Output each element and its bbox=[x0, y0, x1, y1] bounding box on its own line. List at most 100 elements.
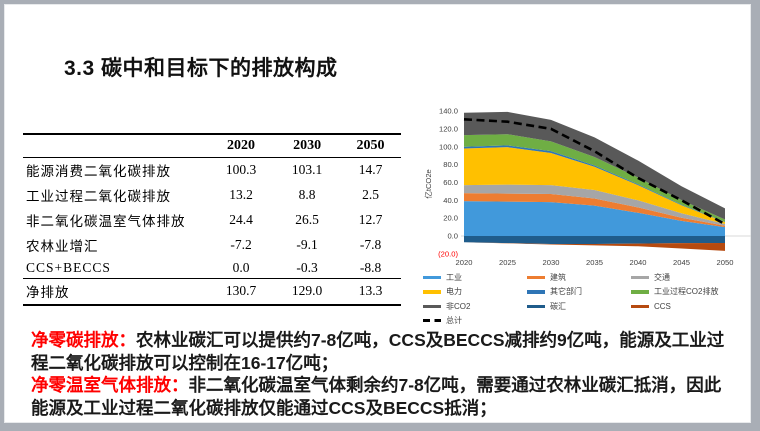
table-cell: 129.0 bbox=[274, 277, 341, 305]
table-col-header: 2020 bbox=[208, 134, 275, 158]
x-tick-label: 2040 bbox=[630, 258, 647, 267]
legend-item-industrial-process-co2: 工业过程CO2排放 bbox=[631, 286, 749, 297]
table-col-header bbox=[23, 134, 208, 158]
legend-swatch-non-co2 bbox=[423, 304, 441, 308]
table-row: 能源消费二氧化碳排放 100.3 103.1 14.7 bbox=[23, 158, 401, 183]
table-col-header: 2030 bbox=[274, 134, 341, 158]
table-cell: -0.3 bbox=[296, 259, 318, 275]
legend-label: 其它部门 bbox=[550, 287, 582, 297]
legend-item-other-sectors: 其它部门 bbox=[527, 286, 631, 297]
legend-swatch-ccs bbox=[631, 304, 649, 308]
table-cell: -7.8 bbox=[359, 236, 382, 252]
y-tick-label: (20.0) bbox=[438, 249, 458, 258]
x-tick-label: 2050 bbox=[717, 258, 734, 267]
note-net-zero-ghg: 净零温室气体排放：非二氧化碳温室气体剩余约7-8亿吨，需要通过农林业碳汇抵消，因… bbox=[31, 374, 733, 419]
emissions-table: 2020 2030 2050 能源消费二氧化碳排放 100.3 103.1 14.7 工业过… bbox=[23, 133, 401, 306]
table-cell: 13.3 bbox=[340, 277, 401, 305]
table-header: 2020 2030 2050 bbox=[23, 134, 401, 158]
notes: 净零碳排放：农林业碳汇可以提供约7-8亿吨，CCS及BECCS减排约9亿吨，能源… bbox=[31, 329, 733, 419]
legend-item-ccs: CCS bbox=[631, 302, 749, 311]
table-cell: 130.7 bbox=[208, 277, 275, 305]
y-tick-label: 20.0 bbox=[443, 214, 458, 223]
table-col-header: 2050 bbox=[340, 134, 401, 158]
legend-item-non-co2: 非CO2 bbox=[423, 301, 527, 312]
chart-legend: 工业 建筑 交通电力 其它部门 工业过程CO2排放非CO2 碳汇 CCS 总计 bbox=[423, 270, 749, 328]
legend-label: 交通 bbox=[654, 272, 670, 282]
legend-swatch-carbon-sink bbox=[527, 304, 545, 308]
table-cell: 8.8 bbox=[298, 187, 316, 203]
table-cell: 14.7 bbox=[358, 162, 383, 178]
legend-swatch-transport bbox=[631, 275, 649, 279]
table-cell: 0.0 bbox=[232, 259, 250, 275]
y-tick-label: 100.0 bbox=[439, 142, 458, 151]
legend-label: 工业 bbox=[446, 272, 462, 282]
row-label: 工业过程二氧化碳排放 bbox=[26, 189, 171, 205]
area-power bbox=[464, 147, 725, 224]
row-label: CCS+BECCS bbox=[26, 259, 111, 275]
legend-label: 碳汇 bbox=[550, 301, 566, 311]
area-industry bbox=[464, 201, 725, 236]
x-tick-label: 2030 bbox=[543, 258, 560, 267]
row-label: 能源消费二氧化碳排放 bbox=[26, 164, 171, 180]
legend-label: 工业过程CO2排放 bbox=[654, 287, 719, 297]
y-tick-label: 120.0 bbox=[439, 124, 458, 133]
table-cell: 13.2 bbox=[229, 187, 253, 203]
area-ccs bbox=[464, 242, 725, 251]
legend-swatch-industry bbox=[423, 275, 441, 279]
table-cell: -9.1 bbox=[296, 236, 318, 252]
table-cell: 26.5 bbox=[295, 211, 319, 227]
table-cell: -8.8 bbox=[359, 259, 382, 275]
legend-label: CCS bbox=[654, 301, 671, 311]
legend-item-transport: 交通 bbox=[631, 272, 749, 283]
legend-item-power: 电力 bbox=[423, 286, 527, 297]
table-row: 工业过程二氧化碳排放 13.2 8.8 2.5 bbox=[23, 183, 401, 208]
table-row: CCS+BECCS 0.0 -0.3 -8.8 bbox=[23, 257, 401, 278]
legend-label: 电力 bbox=[446, 287, 462, 297]
note-text: 非二氧化碳温室气体剩余约7-8亿吨，需要通过农林业碳汇抵消，因此能源及工业过程二… bbox=[31, 375, 722, 418]
table-row: 农林业增汇 -7.2 -9.1 -7.8 bbox=[23, 232, 401, 257]
legend-item-total: 总计 bbox=[423, 315, 527, 326]
slide-title: 3.3 碳中和目标下的排放构成 bbox=[64, 57, 338, 80]
table-cell: 24.4 bbox=[229, 211, 253, 227]
row-label: 农林业增汇 bbox=[26, 238, 99, 254]
note-net-zero-carbon: 净零碳排放：农林业碳汇可以提供约7-8亿吨，CCS及BECCS减排约9亿吨，能源… bbox=[31, 329, 733, 374]
table-row: 净排放 130.7 129.0 13.3 bbox=[23, 277, 401, 305]
legend-label: 总计 bbox=[446, 316, 462, 326]
legend-label: 非CO2 bbox=[446, 301, 471, 311]
legend-item-carbon-sink: 碳汇 bbox=[527, 301, 631, 312]
table-cell: 2.5 bbox=[362, 187, 379, 203]
row-label: 净排放 bbox=[23, 277, 208, 305]
legend-swatch-power bbox=[423, 290, 441, 294]
note-lead: 净零碳排放： bbox=[31, 330, 136, 350]
area-buildings bbox=[464, 193, 725, 228]
legend-label: 建筑 bbox=[550, 272, 566, 282]
table-cell: -7.2 bbox=[230, 236, 252, 252]
legend-swatch-buildings bbox=[527, 275, 545, 279]
legend-item-industry: 工业 bbox=[423, 272, 527, 283]
table-cell: 100.3 bbox=[225, 162, 257, 178]
note-text: 农林业碳汇可以提供约7-8亿吨，CCS及BECCS减排约9亿吨，能源及工业过程二… bbox=[31, 330, 725, 373]
slide: 3.3 碳中和目标下的排放构成 2020 2030 2050 能源消费二氧化碳排放 1… bbox=[4, 4, 751, 423]
legend-swatch-other-sectors bbox=[527, 290, 545, 294]
note-lead: 净零温室气体排放： bbox=[31, 375, 189, 395]
x-tick-label: 2020 bbox=[456, 258, 473, 267]
row-label: 非二氧化碳温室气体排放 bbox=[26, 213, 186, 229]
y-tick-label: 40.0 bbox=[443, 196, 458, 205]
table-cell: 12.7 bbox=[358, 211, 383, 227]
area-industrial-process-co2 bbox=[464, 134, 725, 222]
y-tick-label: 140.0 bbox=[439, 107, 458, 116]
legend-swatch-industrial-process-co2 bbox=[631, 290, 649, 294]
y-tick-label: 0.0 bbox=[447, 232, 458, 241]
emissions-chart: 140.0 120.0 100.0 80.0 60.0 40.0 20.0 0.0 (20.0)… bbox=[417, 102, 751, 330]
y-tick-label: 80.0 bbox=[443, 160, 458, 169]
area-carbon-sink bbox=[464, 236, 725, 245]
x-tick-label: 2035 bbox=[586, 258, 603, 267]
x-tick-label: 2025 bbox=[499, 258, 516, 267]
x-tick-label: 2045 bbox=[673, 258, 690, 267]
legend-item-buildings: 建筑 bbox=[527, 272, 631, 283]
y-tick-label: 60.0 bbox=[443, 178, 458, 187]
total-line bbox=[463, 118, 726, 226]
area-non-co2 bbox=[464, 111, 725, 220]
table-row: 非二氧化碳温室气体排放 24.4 26.5 12.7 bbox=[23, 208, 401, 233]
stacked-area-chart: 140.0 120.0 100.0 80.0 60.0 40.0 20.0 0.0 (20.0)… bbox=[423, 107, 751, 267]
